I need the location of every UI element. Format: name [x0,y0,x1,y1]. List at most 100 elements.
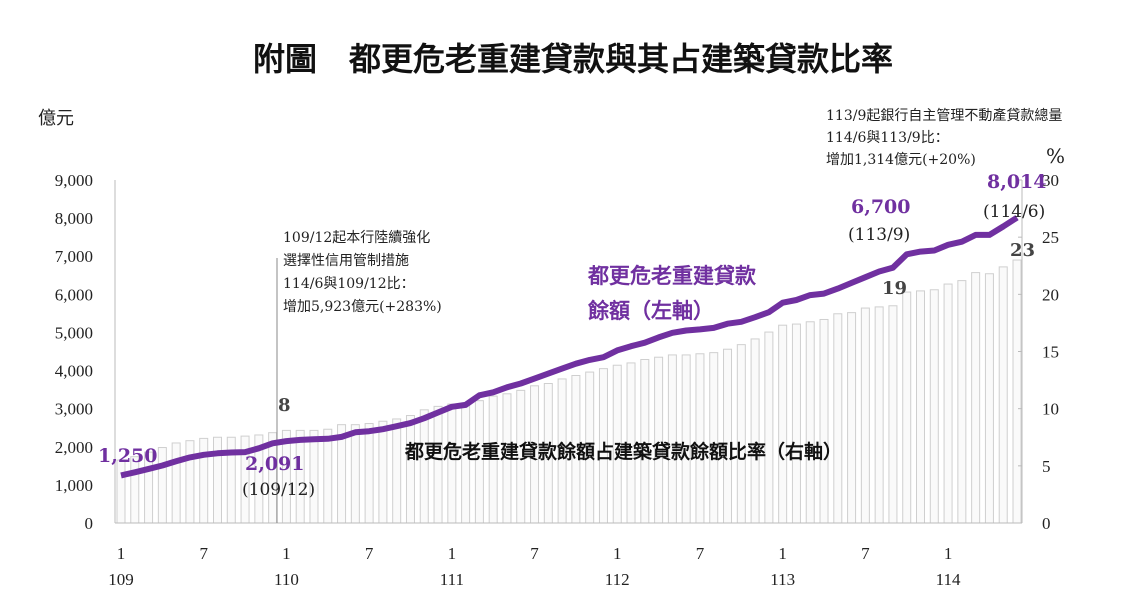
chart-title: 附圖 都更危老重建貸款與其占建築貸款比率 [253,40,893,78]
ratio-bar [309,429,319,524]
ratio-bar [805,321,815,524]
annotation-line: 114/6與109/12比： [283,276,415,292]
x-month-label: 1 [778,544,787,563]
x-year-label: 113 [770,570,795,589]
ratio-bar [433,405,443,524]
ratio-bar [888,305,898,524]
ratio-bar [157,447,167,524]
x-year-label: 110 [274,570,299,589]
left-annotation: 109/12起本行陸續強化 選擇性信用管制措施 114/6與109/12比： 增… [283,230,442,315]
x-month-label: 7 [696,544,705,563]
left-axis-unit: 億元 [38,108,74,129]
x-month-label: 7 [530,544,539,563]
ratio-bar [916,290,926,524]
left-tick-label: 9,000 [55,171,93,190]
x-month-label: 7 [861,544,870,563]
ratio-bar [405,415,415,524]
ratio-bar [171,442,181,524]
ratio-bar [860,307,870,524]
ratio-bar [984,273,994,524]
bar-label-1101: 8 [278,395,291,416]
x-month-label: 1 [282,544,291,563]
ratio-bar [709,352,719,524]
ratio-bar [874,306,884,524]
x-year-label: 112 [605,570,630,589]
annotation-line: 109/12起本行陸續強化 [283,230,430,246]
annotation-line: 113/9起銀行自主管理不動產貸款總量 [826,107,1062,124]
right-tick-label: 0 [1042,514,1051,533]
bar-label-1139: 19 [882,278,907,299]
x-month-label: 1 [944,544,953,563]
x-year-label: 109 [108,570,134,589]
annotation-line: 增加5,923億元(+283%) [283,299,442,315]
left-tick-label: 2,000 [55,438,93,457]
right-tick-label: 5 [1042,457,1051,476]
ratio-bar [199,437,209,524]
line-series-label: 餘額（左軸） [588,298,714,323]
right-tick-label: 20 [1042,285,1059,304]
right-annotation: 113/9起銀行自主管理不動產貸款總量 114/6與113/9比： 增加1,31… [826,107,1062,168]
ratio-bar [943,283,953,524]
right-tick-label: 30 [1042,171,1059,190]
ratio-bar [723,348,733,524]
right-axis-unit: % [1046,144,1065,168]
loan-balance-line [120,215,1019,479]
ratio-bar [364,423,374,524]
x-year-label: 111 [440,570,464,589]
ratio-bar [392,418,402,524]
ratio-bar [957,280,967,524]
ratio-bar [695,353,705,524]
line-label-10912: 2,091 [245,453,305,475]
x-month-label: 7 [199,544,208,563]
bar-label-1146: 23 [1010,240,1035,261]
left-tick-label: 4,000 [55,362,93,381]
ratio-bar [971,272,981,524]
left-tick-label: 7,000 [55,247,93,266]
left-tick-label: 3,000 [55,400,93,419]
line-date-1139: (113/9) [848,225,910,245]
x-month-label: 1 [448,544,457,563]
ratio-bar [447,403,457,524]
ratio-bar [419,409,429,524]
ratio-bar [323,428,333,524]
line-label-1139: 6,700 [851,196,911,218]
right-tick-label: 25 [1042,228,1059,247]
right-tick-label: 15 [1042,343,1059,362]
ratio-bar [833,313,843,524]
ratio-bar [185,440,195,524]
x-month-label: 7 [365,544,374,563]
x-month-label: 1 [613,544,622,563]
ratio-bar [116,459,126,524]
ratio-bar [819,318,829,524]
ratio-bar [998,266,1008,524]
x-month-label: 1 [117,544,126,563]
annotation-line: 114/6與113/9比： [826,130,949,146]
ratio-bar [736,344,746,524]
ratio-bar [350,424,360,524]
ratio-bar [764,331,774,524]
left-tick-label: 1,000 [55,476,93,495]
ratio-bar [778,324,788,524]
left-tick-label: 8,000 [55,209,93,228]
annotation-line: 選擇性信用管制措施 [283,253,409,269]
ratio-bar [295,429,305,524]
line-label-start: 1,250 [98,445,158,467]
ratio-bar [1012,259,1022,524]
line-date-1146: (114/6) [983,202,1045,222]
right-tick-label: 10 [1042,400,1059,419]
annotation-line: 增加1,314億元(+20%) [826,152,976,168]
left-tick-label: 6,000 [55,285,93,304]
ratio-bar [212,436,222,524]
left-tick-label: 0 [85,514,94,533]
left-tick-label: 5,000 [55,323,93,342]
ratio-bar [791,323,801,524]
bar-series-label: 都更危老重建貸款餘額占建築貸款餘額比率（右軸） [404,440,842,463]
line-date-10912: (109/12) [242,480,315,500]
ratio-bar [902,291,912,524]
line-series-label: 都更危老重建貸款 [587,263,757,288]
ratio-bar [681,354,691,524]
line-label-1146: 8,014 [987,171,1047,193]
x-year-label: 114 [936,570,961,589]
ratio-bar [929,289,939,524]
